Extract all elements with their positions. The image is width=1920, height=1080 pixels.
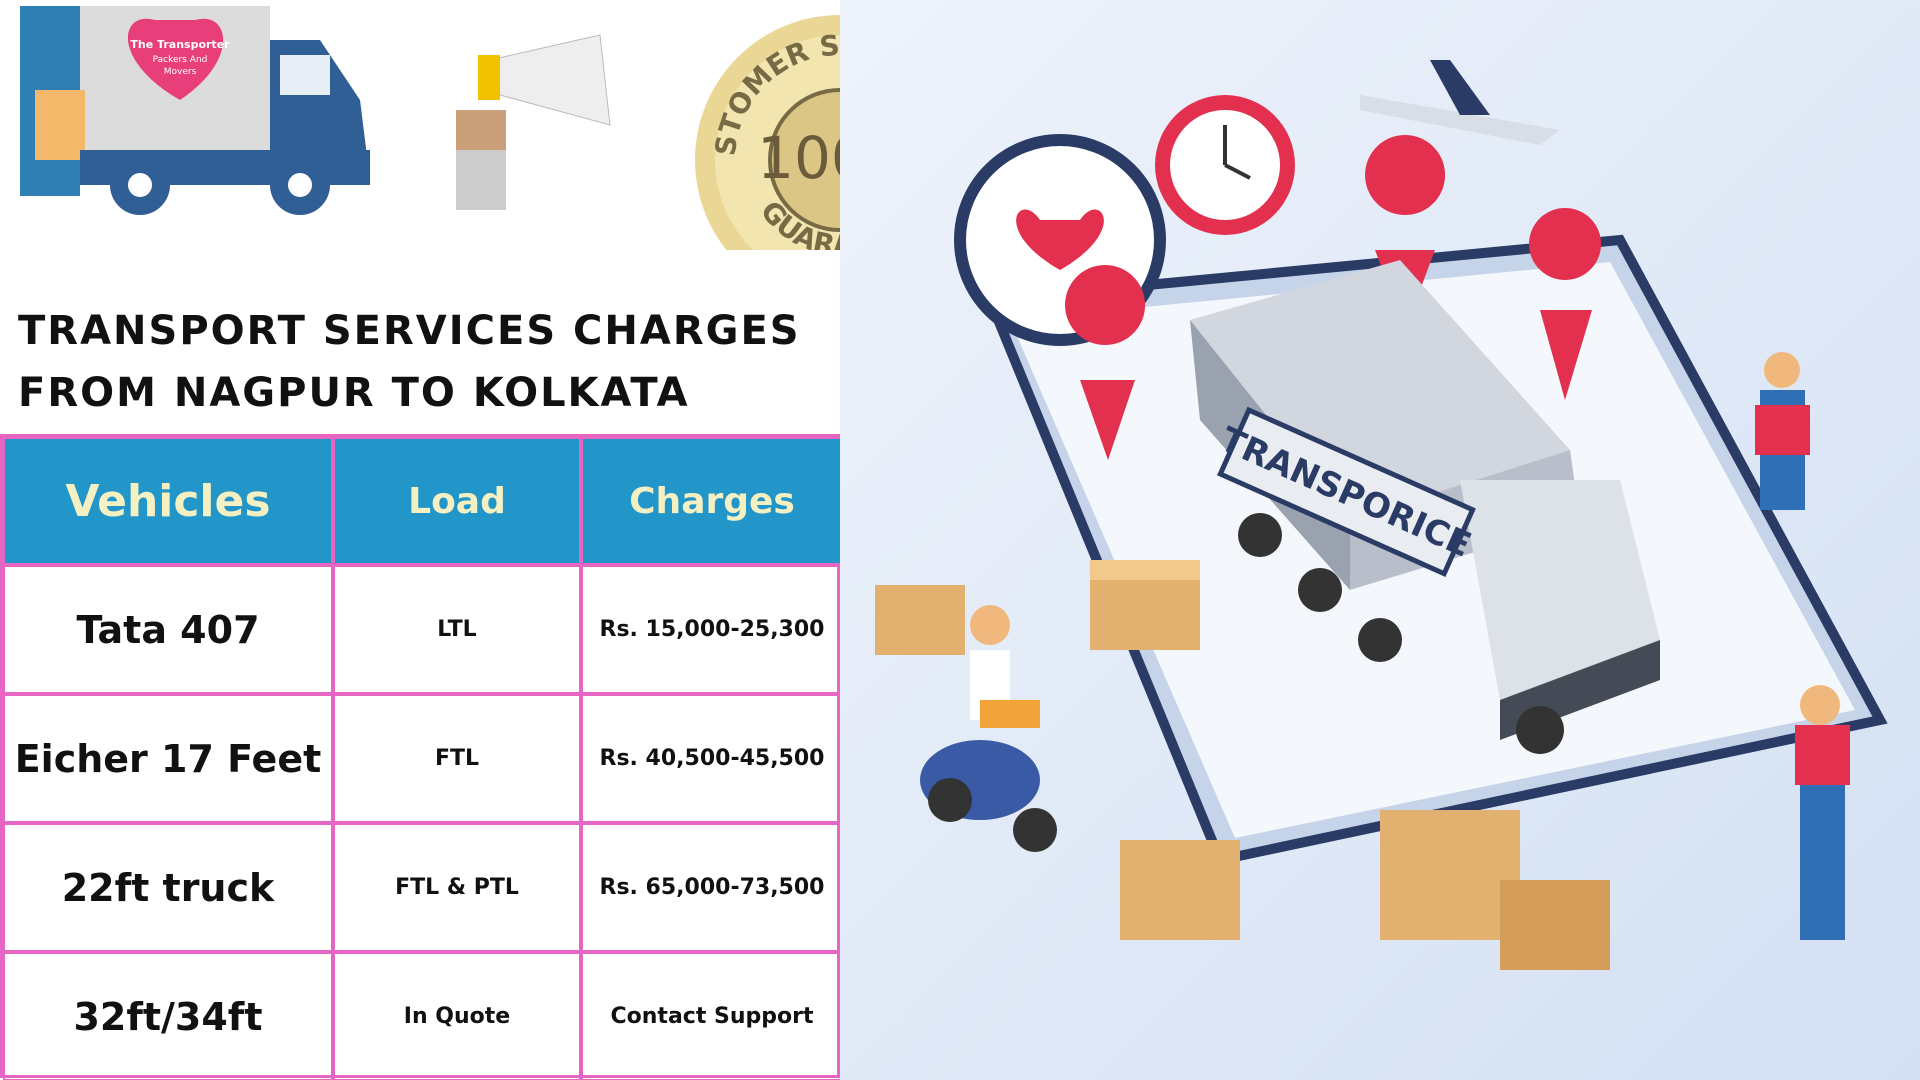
illustration: TRANSPORICE [840, 0, 1920, 1080]
charge-cell: Rs. 65,000-73,500 [581, 823, 843, 952]
charge-cell: Rs. 40,500-45,500 [581, 694, 843, 823]
price-table: Vehicles Load Charges Tata 407 LTL Rs. 15,000… [0, 434, 843, 1080]
logo-text: Packers And [153, 55, 208, 65]
vehicle-cell: 22ft truck [3, 823, 333, 952]
megaphone-icon [456, 34, 611, 210]
vehicle-cell: Tata 407 [3, 565, 333, 694]
charge-cell: Contact Support [581, 952, 843, 1080]
logo-text: Movers [164, 67, 197, 77]
left-panel: The Transporter Packers And Movers [0, 0, 843, 1080]
load-cell: FTL [333, 694, 581, 823]
vehicle-cell: Eicher 17 Feet [3, 694, 333, 823]
title: TRANSPORT SERVICES CHARGES [18, 308, 801, 354]
column-header: Vehicles [3, 437, 333, 565]
column-header: Charges [581, 437, 843, 565]
title: FROM NAGPUR TO KOLKATA [18, 370, 690, 416]
seal-center: 100% [757, 124, 840, 192]
load-cell: FTL & PTL [333, 823, 581, 952]
column-header: Load [333, 437, 581, 565]
logo-text: The Transporter [130, 38, 230, 51]
truck-icon: The Transporter Packers And Movers [20, 6, 370, 215]
vehicle-cell: 32ft/34ft [3, 952, 333, 1080]
top-graphics: The Transporter Packers And Movers [0, 0, 840, 250]
illustration-art: TRANSPORICE [840, 0, 1920, 1080]
load-cell: In Quote [333, 952, 581, 1080]
charge-cell: Rs. 15,000-25,300 [581, 565, 843, 694]
load-cell: LTL [333, 565, 581, 694]
